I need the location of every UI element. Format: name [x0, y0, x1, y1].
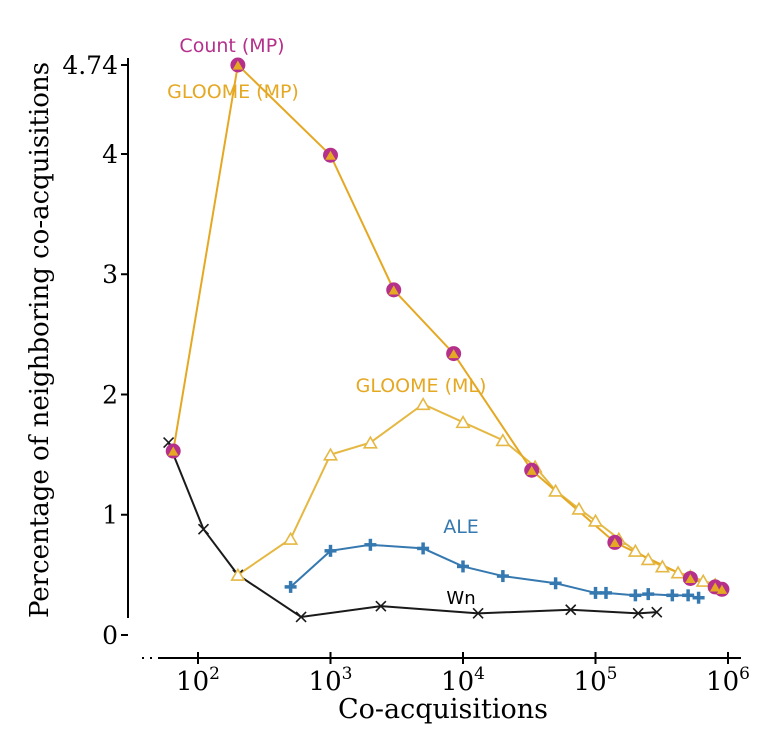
count-mp-label: Count (MP)	[179, 35, 284, 57]
wn-marker-stroke	[197, 523, 210, 535]
gloome-ml-marker	[587, 513, 604, 527]
wn-label: Wn	[446, 588, 475, 609]
y-tick-label: 1	[102, 501, 118, 530]
gloome-ml-marker	[455, 415, 471, 429]
y-axis-label: Percentage of neighboring co-acquisition…	[25, 62, 55, 618]
wn-marker-stroke	[632, 607, 644, 619]
gloome-mp-marker	[448, 349, 459, 359]
y-tick-label: 4	[102, 140, 118, 169]
gloome-mp-marker	[716, 584, 728, 594]
ale-marker	[666, 589, 679, 602]
y-tick-label: 3	[102, 260, 118, 289]
wn-marker-stroke	[375, 600, 387, 612]
x-tick-label: 104	[441, 664, 485, 697]
x-tick-label: 105	[574, 664, 618, 697]
gloome-ml-line	[237, 402, 716, 586]
wn-marker-stroke	[163, 437, 175, 449]
ale-marker	[457, 560, 469, 573]
gloome-ml-marker	[230, 567, 246, 581]
wn-marker	[197, 523, 210, 535]
x-axis-label: Co-acquisitions	[338, 694, 548, 725]
ale-marker	[682, 589, 695, 602]
gloome-ml-marker	[548, 483, 564, 497]
ale-marker	[629, 589, 642, 602]
gloome-mp-marker	[609, 537, 621, 547]
axes	[127, 58, 741, 659]
gloome-ml-marker	[322, 447, 339, 461]
wn-marker-stroke	[295, 611, 307, 623]
y-tick-label: 0	[102, 621, 118, 650]
y-tick-label: 4.74	[62, 51, 118, 80]
y-ticks: 0 1 2 3 4 4.74	[62, 51, 128, 650]
gloome-mp-marker	[709, 582, 721, 592]
ale-marker	[589, 586, 602, 599]
wn-marker-stroke	[651, 606, 663, 618]
wn-marker	[632, 607, 644, 619]
wn-marker	[472, 607, 484, 619]
wn-marker	[565, 604, 577, 616]
plot-area	[163, 57, 730, 623]
gloome-ml-marker	[415, 397, 431, 411]
x-ticks: 102 103 104 105 106	[176, 652, 750, 697]
ale-marker	[284, 580, 297, 593]
wn-marker	[295, 611, 307, 623]
gloome-ml-marker	[571, 501, 587, 515]
gloome-mp-marker	[526, 465, 537, 475]
gloome-mp-marker	[685, 573, 696, 584]
gloome-mp-line	[172, 62, 723, 591]
ale-marker	[417, 542, 430, 555]
x-tick-label: 102	[176, 664, 220, 697]
x-tick-label: 106	[706, 664, 750, 697]
y-tick-label: 2	[102, 380, 118, 409]
gloome-ml-marker	[362, 435, 378, 449]
gloome-ml-marker	[654, 559, 670, 573]
ale-marker	[364, 538, 377, 551]
ale-marker	[549, 577, 562, 590]
gloome-ml-marker	[640, 552, 656, 566]
series-labels: Count (MP) GLOOME (MP) GLOOME (ML) ALE Wn	[167, 35, 486, 609]
gloome-mp-marker	[167, 446, 179, 456]
gloome-ml-marker	[670, 565, 686, 579]
ale-label: ALE	[443, 516, 479, 538]
gloome-mp-marker	[325, 150, 336, 160]
ale-marker	[599, 586, 612, 599]
gloome-mp-marker	[388, 285, 399, 295]
wn-marker-stroke	[565, 604, 577, 616]
wn-marker-stroke	[472, 607, 484, 619]
gloome-ml-marker	[695, 573, 711, 587]
gloome-mp-marker	[232, 60, 244, 70]
ale-marker	[642, 588, 655, 601]
wn-marker	[375, 600, 387, 612]
gloome-ml-marker	[495, 433, 511, 447]
ale-marker	[496, 570, 509, 583]
wn-marker	[651, 606, 663, 618]
gloome-ml-marker	[283, 531, 299, 545]
gloome-ml-label: GLOOME (ML)	[356, 375, 487, 397]
gloome-mp-label: GLOOME (MP)	[167, 81, 299, 103]
x-tick-label: 103	[309, 664, 353, 697]
ale-marker	[324, 544, 337, 557]
gloome-ml-marker	[627, 543, 643, 557]
ale-marker	[692, 591, 705, 604]
